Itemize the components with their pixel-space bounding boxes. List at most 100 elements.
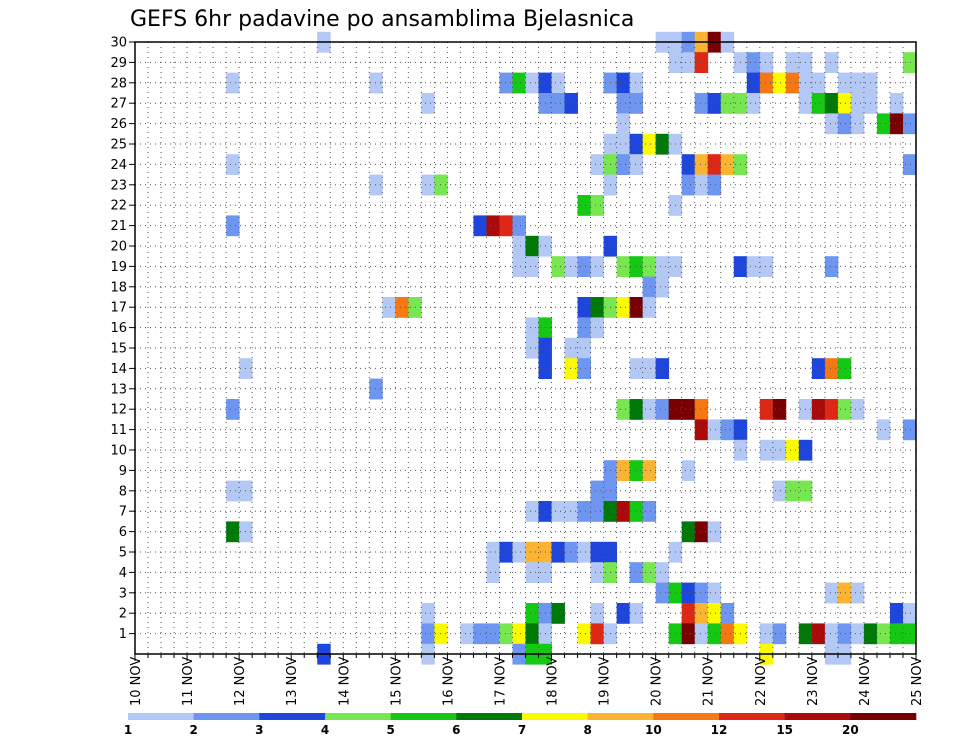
heatmap-cell — [707, 154, 722, 175]
y-tick-label: 12 — [110, 403, 127, 418]
heatmap-cell — [681, 623, 696, 645]
heatmap-cell — [629, 562, 644, 583]
heatmap-cell — [590, 623, 604, 645]
heatmap-cell — [824, 113, 839, 135]
heatmap-cell — [369, 378, 383, 400]
heatmap-cell — [681, 52, 696, 73]
heatmap-cell — [421, 93, 435, 114]
heatmap-cell — [707, 419, 722, 441]
heatmap-cell — [486, 623, 500, 645]
x-tick-label: 18 NOV — [546, 657, 561, 706]
y-tick-label: 8 — [119, 484, 127, 499]
heatmap-cell — [681, 582, 696, 604]
heatmap-cell — [707, 93, 722, 114]
heatmap-cell — [616, 72, 631, 94]
heatmap-cell — [616, 256, 631, 277]
heatmap-cell — [655, 582, 670, 604]
heatmap-cell — [902, 154, 917, 175]
heatmap-cell — [629, 603, 644, 624]
heatmap-cell — [499, 541, 513, 563]
y-tick-label: 4 — [119, 566, 127, 581]
heatmap-cell — [590, 501, 604, 522]
heatmap-cell — [902, 52, 917, 73]
heatmap-cell — [616, 113, 631, 135]
y-tick-label: 19 — [110, 260, 127, 275]
heatmap-cell — [460, 623, 474, 645]
heatmap-cell — [746, 256, 761, 277]
heatmap-cell — [655, 133, 670, 155]
heatmap-cell — [694, 521, 709, 543]
legend-swatch — [456, 713, 523, 720]
heatmap-cell — [577, 541, 591, 563]
heatmap-cell — [525, 317, 539, 339]
y-tick-label: 2 — [119, 607, 127, 622]
heatmap-cell — [369, 72, 383, 94]
heatmap-cell — [694, 419, 709, 441]
heatmap-cell — [694, 623, 709, 645]
heatmap-cell — [707, 582, 722, 604]
heatmap-cell — [577, 501, 591, 522]
y-tick-label: 22 — [110, 199, 127, 214]
heatmap-cell — [616, 297, 631, 318]
heatmap-cell — [421, 623, 435, 645]
heatmap-cell — [889, 603, 904, 624]
x-tick-label: 12 NOV — [233, 657, 248, 706]
y-tick-label: 11 — [110, 423, 127, 438]
heatmap-cell — [811, 623, 826, 645]
heatmap-cell — [512, 623, 526, 645]
heatmap-cell — [707, 174, 722, 196]
x-tick-label: 13 NOV — [285, 657, 300, 706]
heatmap-cell — [564, 501, 578, 522]
heatmap-cell — [629, 72, 644, 94]
heatmap-cell — [759, 623, 774, 645]
heatmap-cell — [590, 562, 604, 583]
legend-swatch — [587, 713, 654, 720]
heatmap-cell — [499, 623, 513, 645]
heatmap-cell — [759, 399, 774, 420]
heatmap-cell — [629, 460, 644, 481]
heatmap-cell — [772, 399, 787, 420]
x-axis-ticks: 10 NOV 11 NOV 12 NOV 13 NOV 14 NOV 15 NOV 16 N… — [129, 654, 925, 706]
legend-swatch — [325, 713, 391, 720]
heatmap-cell — [681, 154, 696, 175]
x-tick-label: 24 NOV — [858, 657, 873, 706]
heatmap-cell — [512, 215, 526, 237]
heatmap-cell — [850, 113, 865, 135]
y-tick-label: 1 — [119, 627, 127, 642]
heatmap-cell — [759, 439, 774, 461]
heatmap-cell — [655, 399, 670, 420]
heatmap-cell — [824, 582, 839, 604]
heatmap-cell — [590, 317, 604, 339]
heatmap-cell — [720, 93, 735, 114]
heatmap-cell — [876, 623, 891, 645]
heatmap-cell — [616, 133, 631, 155]
heatmap-cell — [590, 195, 604, 216]
heatmap-cell — [512, 256, 526, 277]
heatmap-cell — [889, 93, 904, 114]
y-tick-label: 25 — [110, 138, 127, 153]
legend-label: 3 — [255, 723, 263, 737]
chart-title: GEFS 6hr padavine po ansamblima Bjelasni… — [130, 7, 634, 32]
heatmap-cell — [499, 215, 513, 237]
heatmap-cell — [642, 562, 657, 583]
heatmap-cell — [525, 256, 539, 277]
heatmap-cell — [811, 93, 826, 114]
heatmap-cell — [694, 399, 709, 420]
heatmap-cell — [629, 501, 644, 522]
heatmap-cell — [590, 297, 604, 318]
y-tick-label: 3 — [119, 586, 127, 601]
heatmap-cell — [850, 623, 865, 645]
heatmap-cell — [746, 72, 761, 94]
legend-label: 8 — [583, 723, 591, 737]
heatmap-cell — [694, 93, 709, 114]
heatmap-cell — [902, 603, 917, 624]
x-tick-label: 21 NOV — [702, 657, 717, 706]
heatmap-cell — [577, 256, 591, 277]
heatmap-cell — [876, 419, 891, 441]
heatmap-cell — [811, 358, 826, 379]
heatmap-cell — [226, 480, 240, 502]
heatmap-cell — [759, 256, 774, 277]
heatmap-cell — [525, 562, 539, 583]
heatmap-cell — [824, 399, 839, 420]
heatmap-cell — [629, 93, 644, 114]
